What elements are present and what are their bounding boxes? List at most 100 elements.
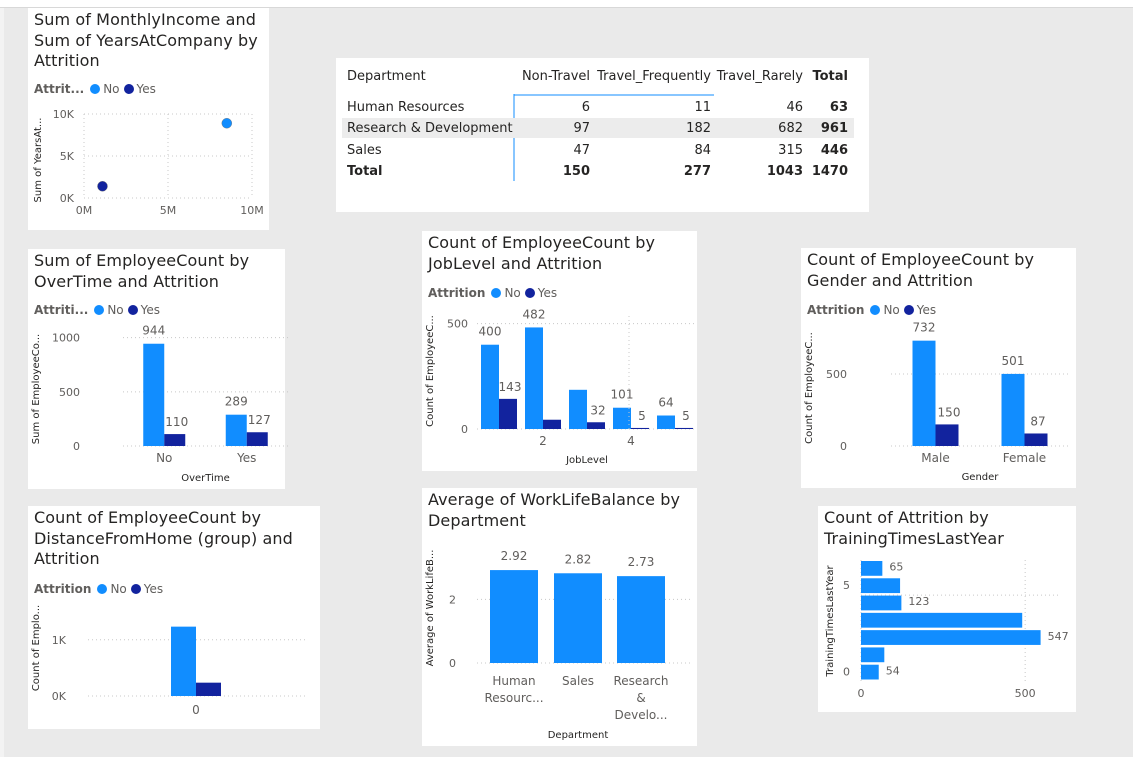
bar-training-1[interactable] [861, 647, 885, 663]
matrix-cell: 6 [582, 100, 590, 115]
y-axis-title: Count of EmployeeC... [425, 315, 436, 427]
bar-yes-2[interactable] [543, 419, 561, 429]
legend-title: Attrition [34, 582, 92, 596]
department-travel-matrix[interactable]: Department Non-Travel Travel_Frequently Tra… [336, 58, 869, 212]
bar-no-0[interactable] [171, 626, 196, 696]
bar-no-yes[interactable] [225, 414, 247, 446]
legend-title: Attrition [428, 286, 486, 300]
y-tick-label: 500 [447, 318, 468, 331]
bar-no-3[interactable] [569, 389, 587, 429]
training-chart-card[interactable]: Count of Attrition by TrainingTimesLastY… [818, 506, 1076, 712]
data-label: 101 [611, 388, 634, 402]
y-tick-label: 0K [52, 690, 67, 703]
legend-item-no[interactable]: No [870, 303, 900, 317]
matrix-row-label: Research & Development [347, 121, 513, 136]
gender-legend: Attrition No Yes [807, 303, 940, 317]
bar-training-4[interactable] [861, 595, 902, 611]
data-label: 2.73 [628, 555, 655, 569]
bar-sales[interactable] [554, 573, 602, 663]
matrix-header-department: Department [347, 69, 426, 84]
legend-item-no[interactable]: No [94, 303, 124, 317]
bar-yes-no[interactable] [164, 434, 186, 446]
legend-title: Attriti... [34, 303, 89, 317]
bar-no-2[interactable] [525, 327, 543, 429]
data-label: 143 [499, 380, 522, 394]
matrix-card[interactable]: Department Non-Travel Travel_Frequently Tra… [336, 58, 869, 212]
legend-item-no[interactable]: No [491, 286, 521, 300]
legend-item-no[interactable]: No [97, 582, 127, 596]
y-tick-label: 500 [59, 386, 80, 399]
y-tick-label: 5K [60, 150, 75, 163]
y-tick-label: 0 [73, 440, 80, 453]
data-label: 110 [165, 415, 188, 429]
bar-training-6[interactable] [861, 561, 883, 576]
legend-item-no[interactable]: No [90, 82, 120, 96]
bar-training-5[interactable] [861, 578, 901, 594]
gender-chart-card[interactable]: Count of EmployeeCount by Gender and Att… [801, 248, 1076, 488]
joblevel-chart-card[interactable]: Count of EmployeeCount by JobLevel and A… [422, 231, 697, 471]
matrix-total-cell: 277 [684, 164, 711, 179]
distance-chart-card[interactable]: Count of EmployeeCount by DistanceFromHo… [28, 506, 320, 729]
x-tick-label: 0M [76, 204, 93, 217]
bar-training-0[interactable] [861, 664, 879, 680]
legend-item-yes[interactable]: Yes [903, 303, 936, 317]
legend-item-yes[interactable]: Yes [130, 582, 163, 596]
bar-training-3[interactable] [861, 612, 1023, 628]
data-label: 289 [225, 395, 248, 409]
bar-yes-yes[interactable] [246, 432, 268, 446]
legend-title: Attrition [807, 303, 865, 317]
distance-bar-chart[interactable]: 0K 1K 0 Count of Emplo... [28, 506, 320, 729]
scatter-point-yes[interactable] [97, 181, 108, 192]
gender-chart-title: Count of EmployeeCount by Gender and Att… [807, 250, 1035, 290]
bar-yes-male[interactable] [935, 424, 959, 446]
legend-title: Attrit... [34, 82, 85, 96]
data-label: 32 [590, 403, 605, 417]
x-axis-title: OverTime [181, 473, 230, 484]
legend-dot-no-icon [870, 305, 881, 315]
x-tick-label: No [156, 451, 172, 465]
x-tick-label: Female [1003, 451, 1046, 465]
worklife-bar-chart[interactable]: 0 2 2.92 Human Resourc... 2.82 Sales 2.73 Resear… [422, 488, 697, 746]
overtime-chart-card[interactable]: Sum of EmployeeCount by OverTime and Att… [28, 249, 288, 489]
matrix-total-cell: 1043 [767, 164, 803, 179]
bar-no-no[interactable] [143, 343, 165, 446]
bar-yes-4[interactable] [631, 427, 649, 429]
bar-no-4[interactable] [613, 407, 631, 429]
distance-legend: Attrition No Yes [34, 582, 167, 596]
bar-yes-female[interactable] [1024, 433, 1048, 446]
bar-no-male[interactable] [912, 340, 936, 446]
legend-item-yes[interactable]: Yes [123, 82, 156, 96]
data-label: 5 [682, 409, 690, 423]
x-tick-label: 500 [1015, 687, 1036, 700]
bar-yes-3[interactable] [587, 422, 605, 429]
bar-no-5[interactable] [657, 415, 675, 429]
distance-chart-title: Count of EmployeeCount by DistanceFromHo… [34, 508, 293, 568]
data-label: 2.82 [565, 552, 592, 566]
bar-research-development[interactable] [617, 576, 665, 663]
data-label: 64 [658, 396, 673, 410]
worklife-chart-card[interactable]: Average of WorkLifeBalance by Department… [422, 488, 697, 746]
matrix-cell: 97 [573, 121, 590, 136]
bar-yes-5[interactable] [675, 427, 693, 429]
scatter-plot[interactable]: 0K 5K 10K 0M 5M 10M Sum of YearsAt... [28, 8, 269, 230]
scatter-point-no[interactable] [221, 118, 233, 129]
y-tick-label: 10K [53, 108, 75, 121]
bar-no-1[interactable] [481, 344, 499, 429]
legend-item-yes[interactable]: Yes [524, 286, 557, 300]
bar-yes-1[interactable] [499, 398, 517, 429]
training-bar-chart[interactable]: 0 500 65 5 123 547 54 0 TrainingTimesLastYear [818, 506, 1076, 712]
bar-human-resources[interactable] [490, 570, 538, 663]
bar-training-2[interactable] [861, 630, 1041, 645]
scatter-chart-card[interactable]: Sum of MonthlyIncome and Sum of YearsAtC… [28, 8, 269, 230]
y-axis-title: Average of WorkLifeB... [425, 550, 436, 667]
matrix-header: Travel_Frequently [596, 69, 711, 84]
x-tick-label: Yes [236, 451, 256, 465]
legend-item-yes[interactable]: Yes [127, 303, 160, 317]
bar-yes-0[interactable] [196, 682, 221, 696]
matrix-row-highlight[interactable] [342, 118, 854, 138]
x-tick-label: Research [613, 674, 668, 688]
bar-no-female[interactable] [1001, 373, 1025, 446]
